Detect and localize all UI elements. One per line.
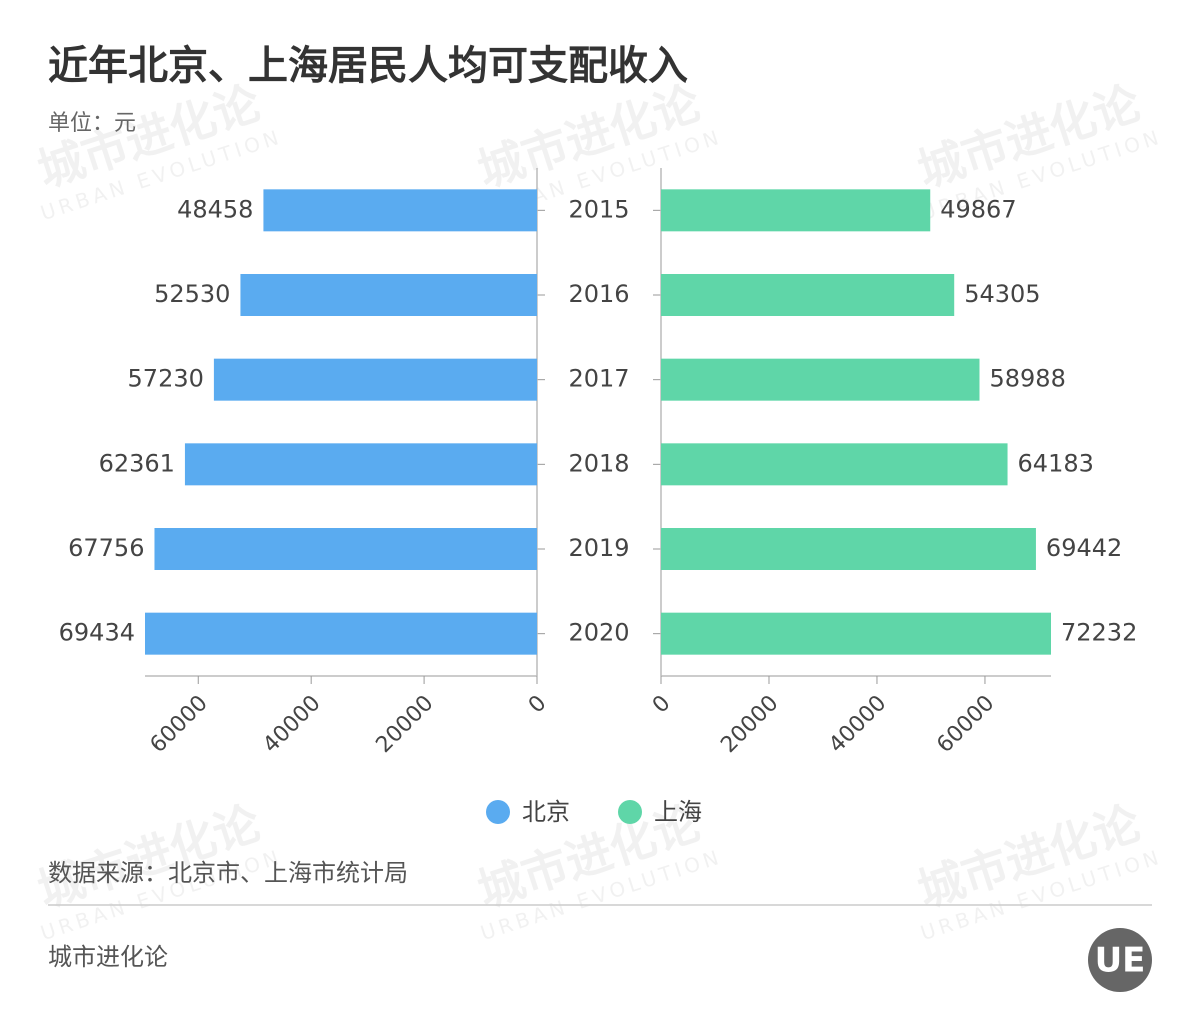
- y-tick-label: 2019: [568, 534, 629, 562]
- y-tick-label: 2017: [568, 365, 629, 393]
- subtitle: 单位：元: [48, 111, 136, 136]
- value-label: 62361: [99, 449, 175, 477]
- value-label: 69442: [1046, 534, 1122, 562]
- value-label: 67756: [68, 534, 144, 562]
- bar: [154, 528, 538, 570]
- y-tick-label: 2018: [568, 449, 629, 477]
- legend-label: 北京: [522, 798, 570, 826]
- bar: [661, 189, 931, 232]
- bar: [240, 274, 537, 316]
- bar: [263, 189, 537, 232]
- legend-label: 上海: [654, 798, 702, 826]
- logo-text: UE: [1095, 941, 1146, 981]
- value-label: 58988: [989, 365, 1065, 393]
- legend-marker: [618, 800, 642, 824]
- legend-marker: [486, 800, 510, 824]
- value-label: 64183: [1018, 449, 1094, 477]
- bar: [661, 612, 1051, 655]
- bar: [661, 443, 1008, 486]
- y-tick-label: 2020: [568, 619, 629, 647]
- value-label: 72232: [1061, 619, 1137, 647]
- value-label: 57230: [128, 365, 204, 393]
- value-label: 69434: [59, 619, 135, 647]
- footer-brand: 城市进化论: [48, 943, 168, 971]
- source-note: 数据来源：北京市、上海市统计局: [48, 859, 408, 887]
- value-label: 49867: [940, 195, 1016, 223]
- y-tick-label: 2015: [568, 195, 629, 223]
- bar: [661, 358, 980, 401]
- value-label: 54305: [964, 280, 1040, 308]
- bar: [661, 528, 1036, 570]
- chart-title: 近年北京、上海居民人均可支配收入: [48, 43, 688, 89]
- bar: [213, 358, 537, 401]
- bar: [661, 274, 955, 316]
- bar: [145, 612, 537, 655]
- y-tick-label: 2016: [568, 280, 629, 308]
- logo-circle: [1088, 928, 1152, 992]
- value-label: 52530: [154, 280, 230, 308]
- bar: [184, 443, 537, 486]
- value-label: 48458: [177, 195, 253, 223]
